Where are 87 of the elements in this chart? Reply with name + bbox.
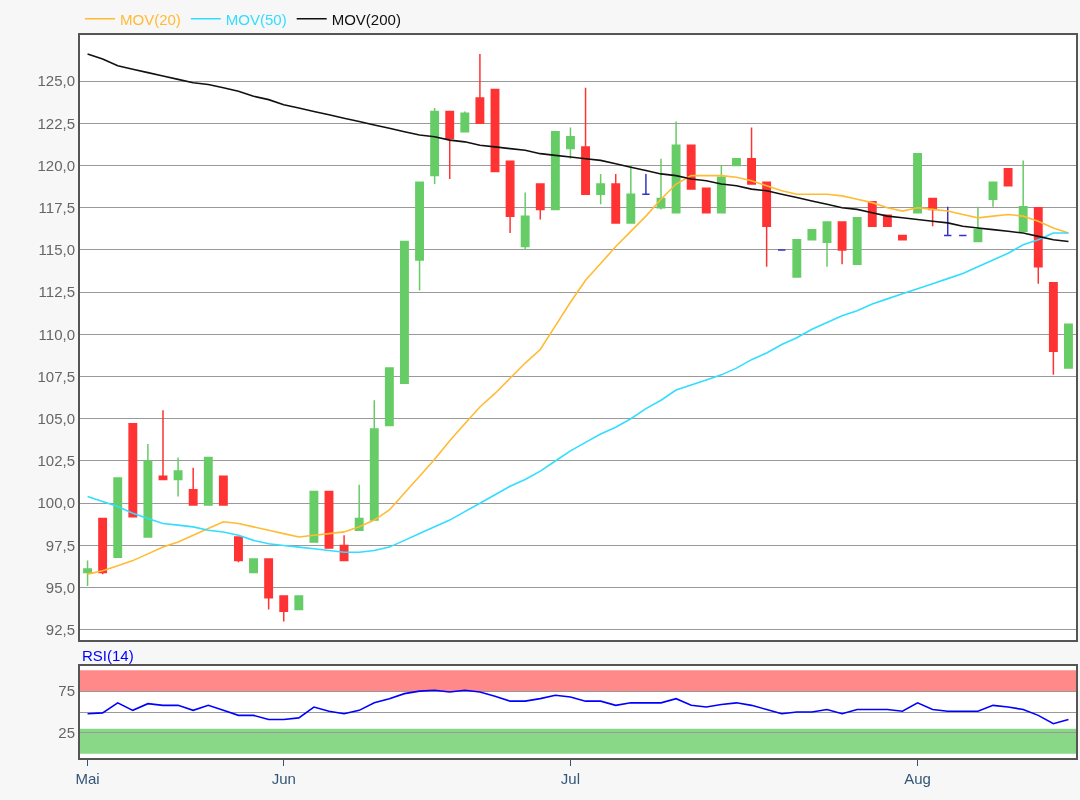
candlestick	[294, 595, 304, 611]
candlestick	[596, 173, 606, 206]
y-tick-label: 92,5	[45, 621, 75, 639]
candlestick	[958, 234, 968, 237]
candlestick	[384, 367, 394, 427]
candlestick	[656, 157, 666, 211]
y-tick-label: 97,5	[45, 536, 75, 554]
line-series	[86, 689, 1070, 725]
candlestick	[505, 160, 515, 234]
candlestick	[430, 107, 440, 185]
y-tick-label: 115,0	[38, 241, 75, 259]
candlestick	[264, 558, 274, 611]
y-tick-label: 102,5	[37, 452, 75, 470]
candlestick	[188, 467, 198, 506]
candlestick	[158, 409, 168, 481]
legend-label: MOV(20)	[120, 10, 181, 28]
candlestick	[1018, 159, 1028, 233]
candlestick	[1033, 206, 1043, 285]
candlestick	[98, 517, 108, 575]
candlestick	[807, 228, 817, 241]
candlestick	[898, 234, 907, 241]
candlestick	[445, 110, 455, 180]
y-tick-label: 125,0	[37, 72, 75, 90]
candlestick	[550, 130, 560, 211]
y-tick-label: 75	[58, 682, 75, 700]
line-series	[86, 174, 1070, 575]
candlestick	[475, 53, 485, 125]
candlestick	[943, 206, 953, 237]
candlestick	[249, 558, 258, 574]
y-tick-label: 110,0	[38, 325, 75, 343]
candlestick	[369, 399, 379, 521]
candlestick	[837, 221, 847, 266]
chart-title: RSI(14)	[82, 647, 134, 664]
y-tick-label: 25	[58, 724, 75, 742]
candlestick	[701, 187, 711, 214]
candlestick	[611, 173, 621, 224]
candlestick	[354, 483, 364, 531]
candlestick	[1048, 282, 1058, 376]
x-tick-label: Jul	[560, 770, 581, 787]
candlestick	[792, 239, 802, 278]
candlestick	[460, 110, 470, 133]
y-tick-label: 117,5	[38, 198, 75, 216]
candlestick	[218, 475, 228, 506]
candlestick	[400, 240, 409, 385]
candlestick	[581, 87, 590, 195]
y-tick-label: 95,0	[45, 578, 75, 596]
y-tick-label: 112,5	[38, 283, 75, 301]
candlestick	[1064, 323, 1073, 369]
candlestick	[716, 164, 726, 214]
line-series	[86, 232, 1070, 553]
candlestick	[641, 173, 651, 195]
candlestick	[173, 456, 183, 498]
line-series	[86, 53, 1070, 243]
candlestick	[203, 456, 213, 506]
candlestick	[128, 423, 138, 518]
candlestick	[535, 183, 545, 221]
candlestick	[762, 181, 772, 268]
candlestick	[747, 126, 756, 185]
candlestick	[143, 443, 153, 538]
candlestick	[732, 157, 741, 167]
y-tick-label: 120,0	[37, 156, 75, 174]
legend-label: MOV(200)	[331, 10, 401, 28]
candlestick	[852, 217, 862, 266]
x-tick-label: Aug	[904, 770, 931, 787]
x-tick-label: Mai	[75, 770, 100, 787]
candlestick	[686, 144, 696, 190]
candlestick	[279, 595, 289, 623]
candlestick	[973, 206, 983, 243]
y-tick-label: 122,5	[37, 114, 75, 132]
candlestick	[1003, 168, 1013, 187]
candlestick	[671, 120, 681, 214]
candlestick	[913, 152, 922, 214]
candlestick	[626, 164, 636, 224]
candlestick	[520, 191, 530, 251]
candlestick	[234, 536, 243, 564]
candlestick	[113, 477, 123, 558]
y-tick-label: 107,5	[37, 367, 75, 385]
candlestick	[309, 490, 319, 543]
legend-label: MOV(50)	[225, 10, 287, 28]
candlestick	[822, 221, 832, 268]
x-tick-label: Jun	[271, 770, 296, 787]
candlestick	[83, 559, 92, 587]
candlestick	[566, 126, 575, 160]
y-tick-label: 100,0	[37, 494, 75, 512]
candlestick	[415, 181, 424, 292]
y-tick-label: 105,0	[37, 410, 75, 428]
candlestick	[988, 181, 998, 208]
